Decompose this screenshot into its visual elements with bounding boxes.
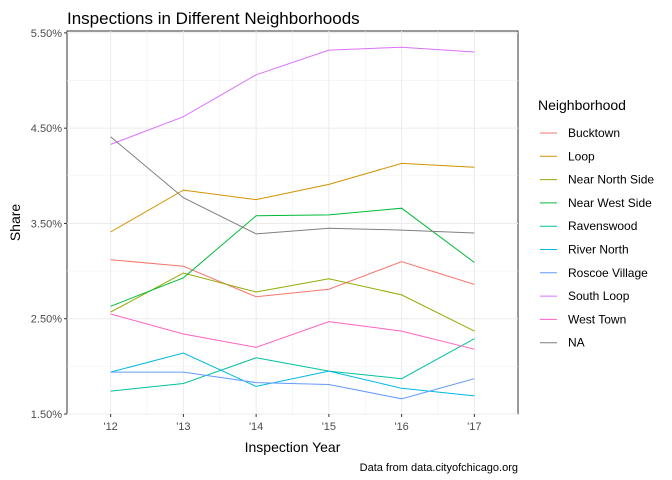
legend-label: West Town xyxy=(568,312,626,326)
series-line-na xyxy=(110,136,475,235)
x-tick-label: '12 xyxy=(103,421,117,433)
series-line-roscoe-village xyxy=(110,371,475,400)
y-axis: 1.50% 2.50% 3.50% 4.50% 5.50% xyxy=(31,28,67,421)
legend-title: Neighborhood xyxy=(538,97,626,113)
series-line-near-north-side xyxy=(110,272,475,332)
y-axis-title: Share xyxy=(7,204,23,242)
x-tick-label: '17 xyxy=(467,421,481,433)
series-line-near-west-side xyxy=(110,207,475,307)
y-tick-label: 4.50% xyxy=(31,123,62,135)
y-tick-label: 3.50% xyxy=(31,218,62,230)
legend-label: Ravenswood xyxy=(568,219,637,233)
legend-label: Roscoe Village xyxy=(568,266,648,280)
series-line-loop xyxy=(110,162,475,233)
legend-label: NA xyxy=(568,336,585,350)
x-tick-label: '13 xyxy=(176,421,190,433)
legend: Neighborhood Bucktown Loop Near North Side… xyxy=(538,97,654,350)
x-tick-label: '15 xyxy=(322,421,336,433)
series-line-river-north xyxy=(110,352,475,397)
legend-label: Near North Side xyxy=(568,173,654,187)
series-lines xyxy=(110,46,475,400)
chart-title: Inspections in Different Neighborhoods xyxy=(67,9,360,28)
x-tick-label: '14 xyxy=(249,421,263,433)
series-line-ravenswood xyxy=(110,338,475,392)
x-axis: '12 '13 '14 '15 '16 '17 xyxy=(103,414,482,433)
x-tick-label: '16 xyxy=(394,421,408,433)
x-axis-title: Inspection Year xyxy=(245,439,341,455)
y-tick-label: 5.50% xyxy=(31,28,62,40)
legend-label: River North xyxy=(568,243,629,257)
grid xyxy=(67,31,518,415)
y-tick-label: 1.50% xyxy=(31,409,62,421)
series-line-bucktown xyxy=(110,259,475,298)
chart-caption: Data from data.cityofchicago.org xyxy=(360,462,518,474)
legend-label: Near West Side xyxy=(568,196,652,210)
legend-label: Loop xyxy=(568,149,595,163)
series-line-south-loop xyxy=(110,46,475,145)
y-tick-label: 2.50% xyxy=(31,314,62,326)
legend-label: South Loop xyxy=(568,289,630,303)
legend-label: Bucktown xyxy=(568,126,620,140)
series-line-west-town xyxy=(110,313,475,350)
